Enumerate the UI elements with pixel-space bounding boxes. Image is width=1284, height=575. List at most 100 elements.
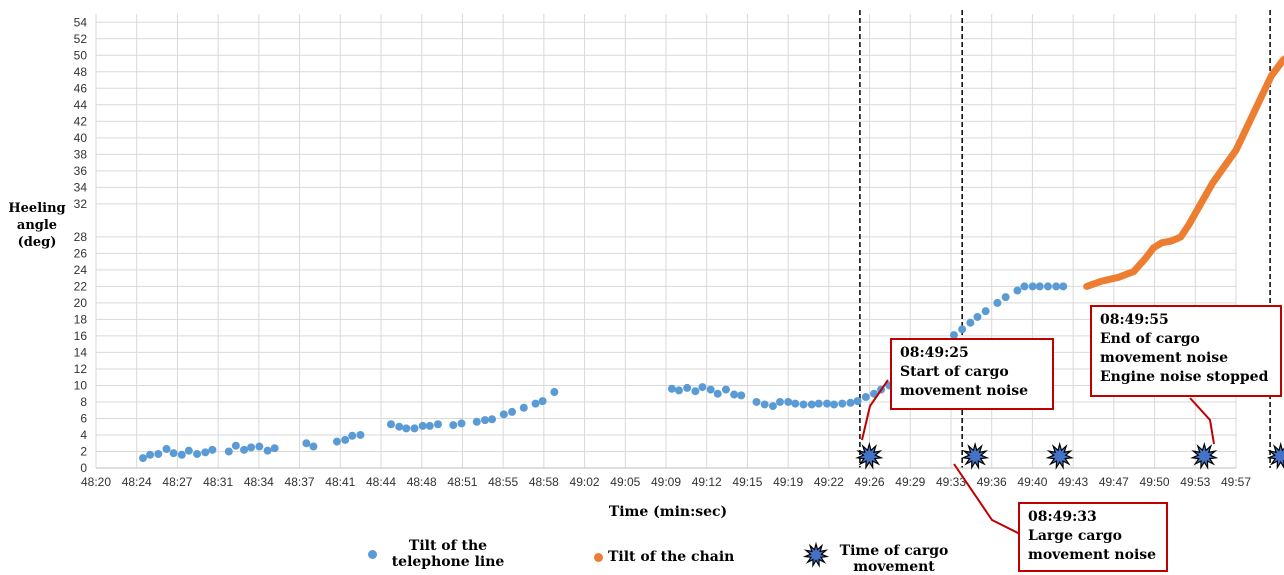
annotation-line: movement noise (900, 383, 1029, 399)
annotation-line: Start of cargo (900, 364, 1009, 380)
data-point (861, 393, 870, 402)
data-point (706, 385, 715, 394)
data-point (776, 397, 784, 406)
data-point (823, 399, 832, 408)
data-point (270, 444, 279, 453)
cargo-star-marker (1190, 441, 1219, 470)
y-tick-label: 48 (74, 65, 88, 79)
data-point (752, 397, 761, 406)
data-point (737, 391, 746, 400)
annotation-line: movement noise (1100, 350, 1229, 366)
y-tick-label: 0 (80, 461, 87, 475)
annotation-line: Large cargo (1028, 528, 1122, 544)
series-chain (1083, 55, 1284, 290)
annotation-line: 08:49:33 (1028, 509, 1097, 525)
y-tick-label: 36 (74, 164, 88, 178)
data-point (449, 421, 458, 430)
data-point (341, 435, 350, 444)
y-tick-label: 12 (74, 362, 88, 376)
y-tick-label: 34 (74, 180, 88, 194)
cargo-star-marker (1045, 441, 1074, 470)
data-point (231, 441, 240, 450)
x-tick-label: 49:29 (895, 475, 925, 489)
data-point (799, 400, 808, 409)
x-tick-label: 48:44 (366, 475, 396, 489)
annotation-line: 08:49:25 (900, 345, 969, 361)
x-tick-label: 48:27 (162, 475, 192, 489)
data-point (853, 397, 862, 406)
data-point (691, 387, 700, 396)
legend-star-icon (802, 541, 830, 568)
y-tick-label: 40 (74, 131, 88, 145)
x-tick-label: 49:53 (1180, 475, 1210, 489)
data-point (139, 454, 148, 463)
data-point (807, 400, 816, 409)
data-point (488, 415, 497, 424)
x-tick-labels: 48:20 48:24 48:27 48:31 48:34 48:37 48:41 48:44… (81, 475, 1251, 489)
y-tick-label: 10 (74, 378, 88, 392)
data-point (154, 449, 163, 458)
data-point (263, 446, 272, 455)
legend-label: Time of cargo (839, 543, 949, 559)
x-tick-label: 48:55 (488, 475, 518, 489)
data-point (683, 383, 692, 392)
data-point (177, 450, 186, 459)
x-tick-label: 49:12 (692, 475, 722, 489)
data-point (201, 448, 210, 457)
legend-dot-marker (594, 553, 603, 562)
y-tick-label: 28 (74, 230, 88, 244)
y-axis-title: Heeling angle (deg) (6, 200, 68, 251)
x-tick-label: 49:09 (651, 475, 681, 489)
x-tick-label: 49:57 (1221, 475, 1251, 489)
legend-label: telephone line (391, 554, 505, 570)
y-tick-label: 38 (74, 147, 88, 161)
data-point (667, 384, 676, 393)
y-tick-label: 16 (74, 329, 88, 343)
x-tick-label: 48:48 (407, 475, 437, 489)
y-axis-title-line: Heeling (8, 201, 66, 216)
y-tick-label: 2 (80, 444, 87, 458)
data-point (386, 420, 395, 429)
y-tick-label: 44 (74, 98, 88, 112)
y-axis-title-line: (deg) (17, 235, 57, 250)
data-point (1043, 282, 1052, 291)
data-point (457, 419, 466, 428)
x-tick-label: 48:24 (122, 475, 152, 489)
data-point (472, 417, 481, 426)
x-tick-label: 48:20 (81, 475, 111, 489)
data-point (713, 389, 722, 398)
data-point (550, 388, 559, 397)
data-point (830, 400, 839, 409)
data-point (169, 449, 178, 458)
x-tick-label: 49:19 (773, 475, 803, 489)
legend-label: Tilt of the (408, 538, 488, 554)
annotation-line: Engine noise stopped (1100, 369, 1269, 385)
x-tick-label: 49:22 (814, 475, 844, 489)
data-point (146, 450, 155, 459)
x-tick-label: 49:47 (1099, 475, 1129, 489)
legend-label: movement (853, 559, 935, 575)
series-cargo-movement (855, 441, 1284, 470)
data-point (184, 446, 193, 455)
data-point (208, 445, 217, 454)
data-point (508, 407, 517, 416)
annotation-end-cargo: 08:49:55 End of cargo movement noise Eng… (1090, 305, 1282, 397)
leader-line (1189, 397, 1215, 445)
x-tick-label: 48:51 (447, 475, 477, 489)
data-point (481, 416, 490, 425)
x-tick-label: 49:40 (1017, 475, 1047, 489)
y-axis-title-line: angle (16, 218, 58, 233)
data-point (1059, 282, 1068, 291)
y-tick-labels: 0246810121416182022242628323436384042444… (74, 15, 88, 475)
y-tick-label: 54 (74, 15, 88, 29)
data-point (162, 445, 171, 454)
x-tick-label: 48:34 (244, 475, 274, 489)
y-tick-label: 14 (74, 345, 88, 359)
data-point (674, 386, 683, 395)
data-point (981, 307, 990, 316)
data-point (1001, 293, 1010, 302)
data-point (255, 442, 264, 451)
data-point (519, 403, 528, 412)
annotation-large-cargo: 08:49:33 Large cargo movement noise (1018, 502, 1168, 572)
legend-circle-marker (368, 550, 377, 559)
